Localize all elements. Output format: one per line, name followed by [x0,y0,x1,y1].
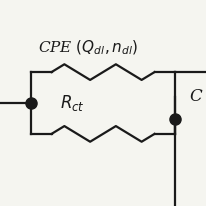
Text: CPE $(Q_{dl}, n_{dl})$: CPE $(Q_{dl}, n_{dl})$ [39,38,139,57]
Text: $R_{ct}$: $R_{ct}$ [60,93,84,113]
Text: C: C [190,88,202,105]
